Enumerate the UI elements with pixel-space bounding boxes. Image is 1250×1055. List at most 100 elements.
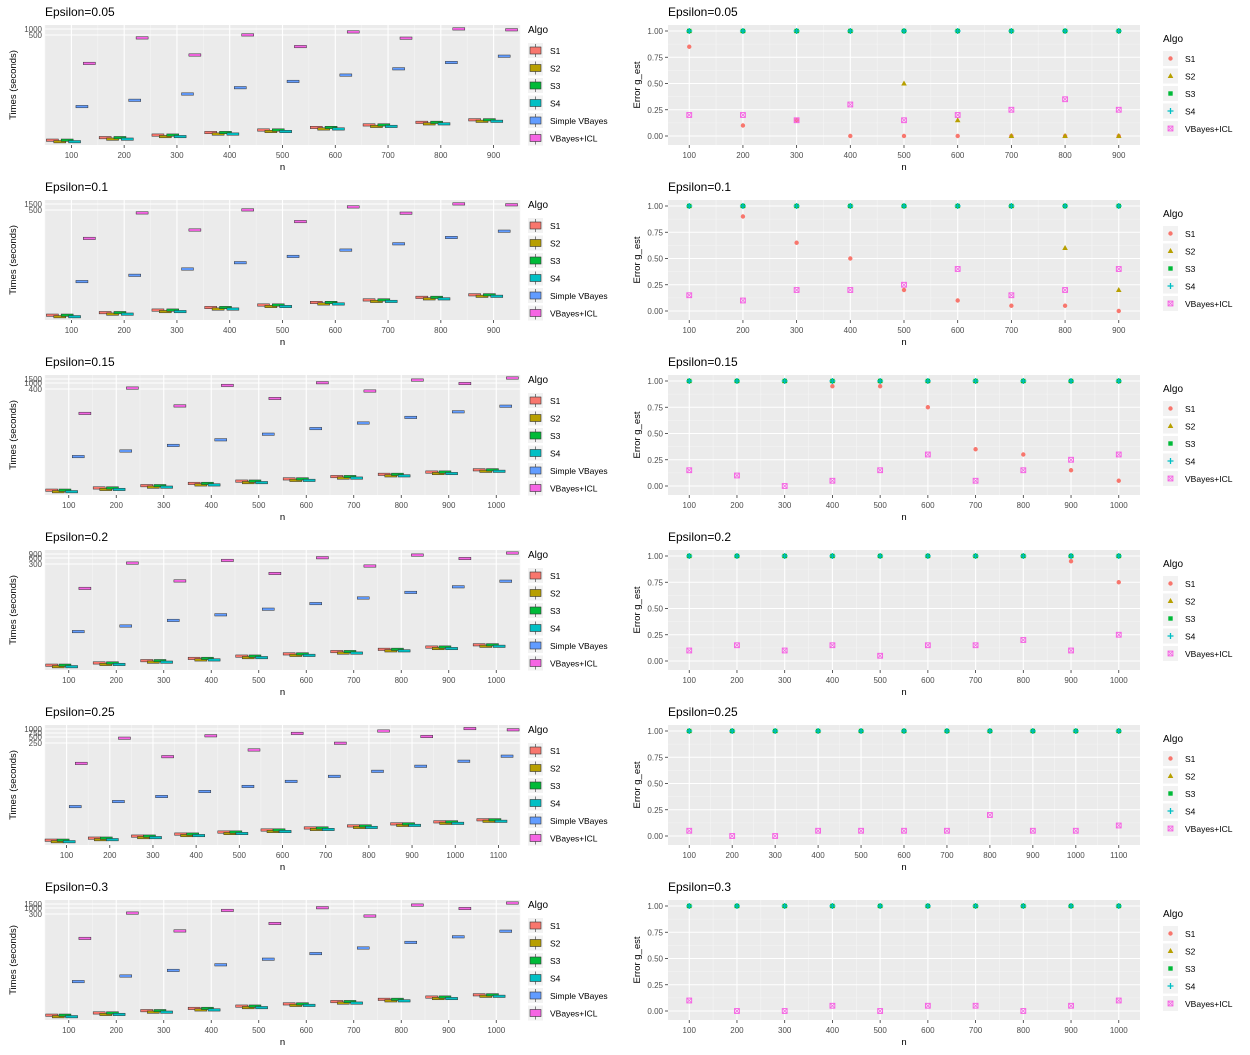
x-axis-label: n (901, 687, 906, 698)
box-mark (166, 133, 179, 137)
legend-key (529, 46, 542, 55)
legend-label: VBayes+ICL (1185, 474, 1233, 484)
x-tick-label: 600 (921, 1026, 935, 1035)
legend-title: Algo (528, 25, 548, 36)
box-mark (505, 28, 518, 32)
box-mark (221, 383, 234, 387)
point (781, 903, 788, 909)
box-mark (289, 1003, 303, 1007)
box-mark (147, 660, 160, 664)
x-tick-label: 600 (300, 501, 314, 510)
box-mark (438, 995, 452, 999)
point (740, 112, 746, 118)
x-axis-label: n (901, 512, 906, 523)
box-mark (357, 596, 370, 600)
point (1008, 133, 1015, 138)
x-tick-label: 700 (969, 501, 983, 510)
point (954, 117, 961, 123)
box-mark (309, 952, 322, 956)
point (686, 28, 693, 34)
point (901, 133, 907, 139)
legend-label: S2 (550, 764, 561, 774)
point (1167, 248, 1174, 253)
y-tick-label: 0.00 (647, 307, 663, 316)
y-tick-label: 0.50 (647, 255, 663, 264)
box-mark (194, 658, 208, 662)
point (901, 28, 907, 34)
point (1167, 73, 1174, 78)
point (954, 203, 961, 209)
box-mark (445, 472, 458, 476)
box-mark (99, 487, 113, 491)
box-mark (58, 1013, 72, 1017)
point (686, 728, 693, 734)
x-tick-label: 200 (117, 151, 131, 160)
box-mark (430, 120, 443, 124)
point (686, 647, 692, 654)
point (987, 812, 993, 818)
box-mark (166, 308, 179, 312)
box-mark (167, 443, 180, 447)
box-mark (112, 1012, 126, 1016)
point (686, 997, 693, 1004)
box-mark (128, 98, 141, 102)
legend-key (529, 449, 542, 457)
x-tick-label: 500 (854, 851, 868, 860)
legend-key (529, 1009, 542, 1017)
x-tick-label: 1100 (490, 851, 508, 860)
x-tick-label: 900 (487, 151, 501, 160)
box-mark (83, 236, 96, 240)
point (739, 203, 746, 209)
box-mark (463, 727, 477, 731)
box-mark (479, 994, 493, 998)
box-mark (445, 647, 458, 651)
box-mark (147, 485, 160, 489)
x-tick-label: 100 (62, 1026, 76, 1035)
legend-label: S4 (1185, 982, 1196, 992)
box-mark (268, 397, 282, 400)
box-mark (339, 248, 353, 252)
legend-label: VBayes+ICL (550, 1009, 598, 1019)
point (1068, 903, 1075, 909)
box-mark (72, 980, 85, 984)
box-mark (211, 132, 225, 136)
x-tick-label: 1000 (487, 1026, 505, 1035)
y-tick-label: 0.25 (647, 806, 663, 815)
box-mark (296, 652, 309, 656)
x-tick-label: 1100 (1110, 851, 1128, 860)
point (740, 297, 746, 304)
box-mark (235, 479, 248, 483)
box-mark (248, 1004, 262, 1008)
legend-key (529, 939, 542, 947)
box-mark (472, 468, 486, 472)
box-mark (324, 301, 338, 304)
x-tick-label: 300 (157, 676, 171, 685)
point (1167, 948, 1174, 953)
point (877, 467, 883, 473)
y-tick-label: 0.00 (647, 482, 663, 491)
point (1062, 203, 1069, 209)
error-panel: Epsilon=0.3 1.00 0.75 0.50 0.25 0.00 100 200 300… (632, 880, 1233, 1048)
box-mark (214, 438, 227, 442)
point (772, 833, 778, 839)
legend-key (529, 816, 542, 825)
point (829, 642, 836, 648)
box-mark (492, 469, 506, 473)
legend-label: S2 (550, 64, 561, 74)
x-tick-label: 400 (205, 501, 219, 510)
point (1167, 983, 1174, 989)
box-mark (118, 736, 131, 740)
box-mark (294, 220, 307, 224)
box-mark (242, 481, 255, 485)
box-mark (160, 485, 173, 489)
box-mark (492, 994, 506, 998)
box-mark (257, 128, 270, 132)
y-tick-label: 1000 (24, 379, 42, 388)
x-tick-label: 100 (683, 501, 697, 510)
legend-label: S1 (550, 396, 561, 406)
legend-label: S4 (550, 99, 561, 109)
box-mark (140, 659, 153, 663)
box-mark (377, 729, 390, 733)
